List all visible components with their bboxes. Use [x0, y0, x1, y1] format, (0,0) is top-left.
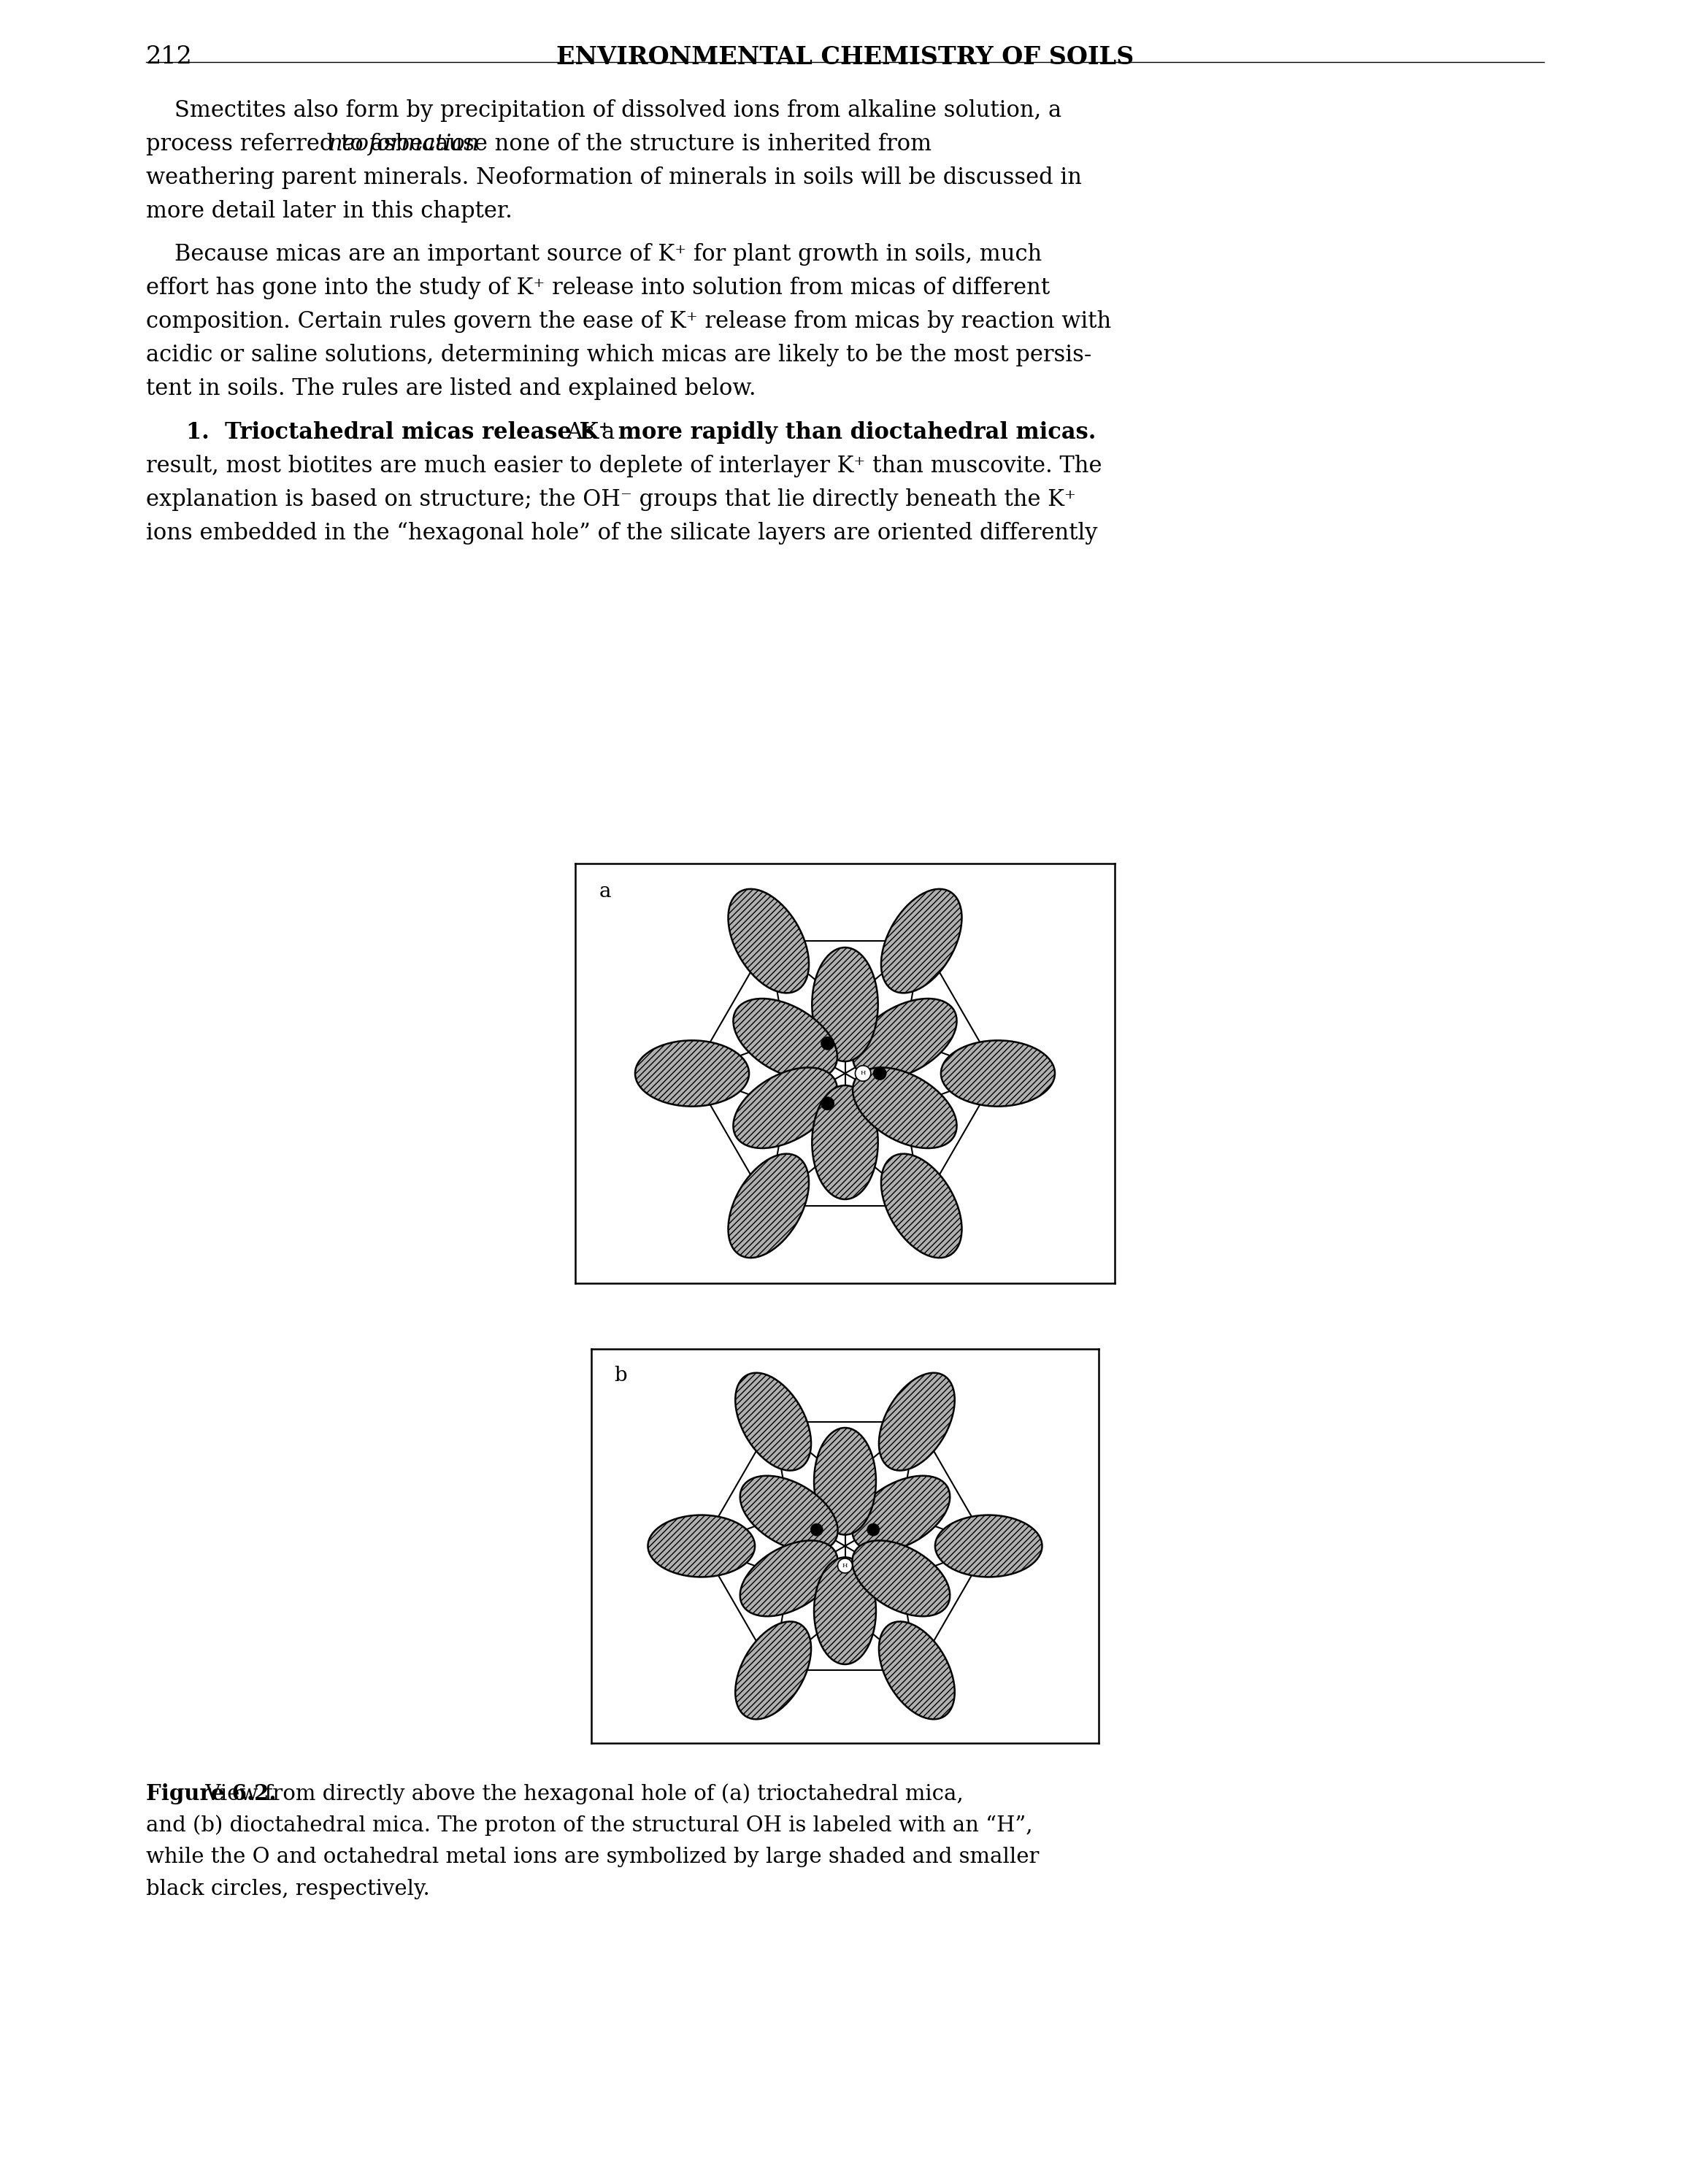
Ellipse shape [852, 1540, 950, 1616]
Text: H: H [842, 1564, 848, 1568]
Ellipse shape [740, 1476, 838, 1551]
Text: tent in soils. The rules are listed and explained below.: tent in soils. The rules are listed and … [145, 378, 755, 400]
Ellipse shape [852, 1476, 950, 1551]
Text: H: H [860, 1070, 865, 1077]
Ellipse shape [879, 1374, 955, 1470]
Text: and (b) dioctahedral mica. The proton of the structural OH is labeled with an “H: and (b) dioctahedral mica. The proton of… [145, 1815, 1033, 1837]
Ellipse shape [735, 1621, 811, 1719]
Text: explanation is based on structure; the OH⁻ groups that lie directly beneath the : explanation is based on structure; the O… [145, 489, 1077, 511]
Circle shape [874, 1066, 886, 1079]
Text: b: b [613, 1365, 627, 1385]
Ellipse shape [879, 1621, 955, 1719]
Text: black circles, respectively.: black circles, respectively. [145, 1878, 429, 1900]
Ellipse shape [735, 1374, 811, 1470]
Ellipse shape [935, 1516, 1043, 1577]
Text: 212: 212 [145, 46, 193, 68]
Text: ions embedded in the “hexagonal hole” of the silicate layers are oriented differ: ions embedded in the “hexagonal hole” of… [145, 522, 1097, 544]
Ellipse shape [853, 998, 957, 1079]
Ellipse shape [647, 1516, 755, 1577]
Ellipse shape [815, 1557, 875, 1664]
Text: while the O and octahedral metal ions are symbolized by large shaded and smaller: while the O and octahedral metal ions ar… [145, 1848, 1039, 1867]
Text: ENVIRONMENTAL CHEMISTRY OF SOILS: ENVIRONMENTAL CHEMISTRY OF SOILS [556, 46, 1134, 70]
Text: composition. Certain rules govern the ease of K⁺ release from micas by reaction : composition. Certain rules govern the ea… [145, 310, 1112, 334]
Text: Because micas are an important source of K⁺ for plant growth in soils, much: Because micas are an important source of… [145, 242, 1043, 266]
Text: result, most biotites are much easier to deplete of interlayer K⁺ than muscovite: result, most biotites are much easier to… [145, 454, 1102, 478]
Ellipse shape [733, 1068, 837, 1149]
Text: View from directly above the hexagonal hole of (a) trioctahedral mica,: View from directly above the hexagonal h… [199, 1784, 963, 1804]
Ellipse shape [811, 948, 879, 1061]
Text: weathering parent minerals. Neoformation of minerals in soils will be discussed : weathering parent minerals. Neoformation… [145, 166, 1082, 188]
Text: Smectites also form by precipitation of dissolved ions from alkaline solution, a: Smectites also form by precipitation of … [145, 98, 1061, 122]
Text: a: a [600, 882, 612, 902]
Text: 1.  Trioctahedral micas release K⁺ more rapidly than dioctahedral micas.: 1. Trioctahedral micas release K⁺ more r… [186, 422, 1097, 443]
Text: effort has gone into the study of K⁺ release into solution from micas of differe: effort has gone into the study of K⁺ rel… [145, 277, 1049, 299]
Ellipse shape [733, 998, 837, 1079]
Ellipse shape [815, 1428, 875, 1535]
Ellipse shape [740, 1540, 838, 1616]
Circle shape [867, 1524, 879, 1535]
Circle shape [855, 1066, 870, 1081]
Ellipse shape [728, 889, 810, 994]
Ellipse shape [880, 889, 962, 994]
Ellipse shape [635, 1040, 749, 1107]
Circle shape [811, 1524, 823, 1535]
Text: neoformation: neoformation [328, 133, 480, 155]
Circle shape [821, 1037, 835, 1051]
Ellipse shape [941, 1040, 1055, 1107]
Circle shape [838, 1559, 852, 1572]
Text: Figure 6.2.: Figure 6.2. [145, 1784, 275, 1804]
Text: because none of the structure is inherited from: because none of the structure is inherit… [389, 133, 931, 155]
Text: more detail later in this chapter.: more detail later in this chapter. [145, 199, 512, 223]
Text: As a: As a [553, 422, 615, 443]
Text: acidic or saline solutions, determining which micas are likely to be the most pe: acidic or saline solutions, determining … [145, 345, 1092, 367]
Ellipse shape [811, 1085, 879, 1199]
Text: process referred to as: process referred to as [145, 133, 402, 155]
Circle shape [821, 1096, 835, 1109]
Ellipse shape [728, 1153, 810, 1258]
Ellipse shape [880, 1153, 962, 1258]
Ellipse shape [853, 1068, 957, 1149]
